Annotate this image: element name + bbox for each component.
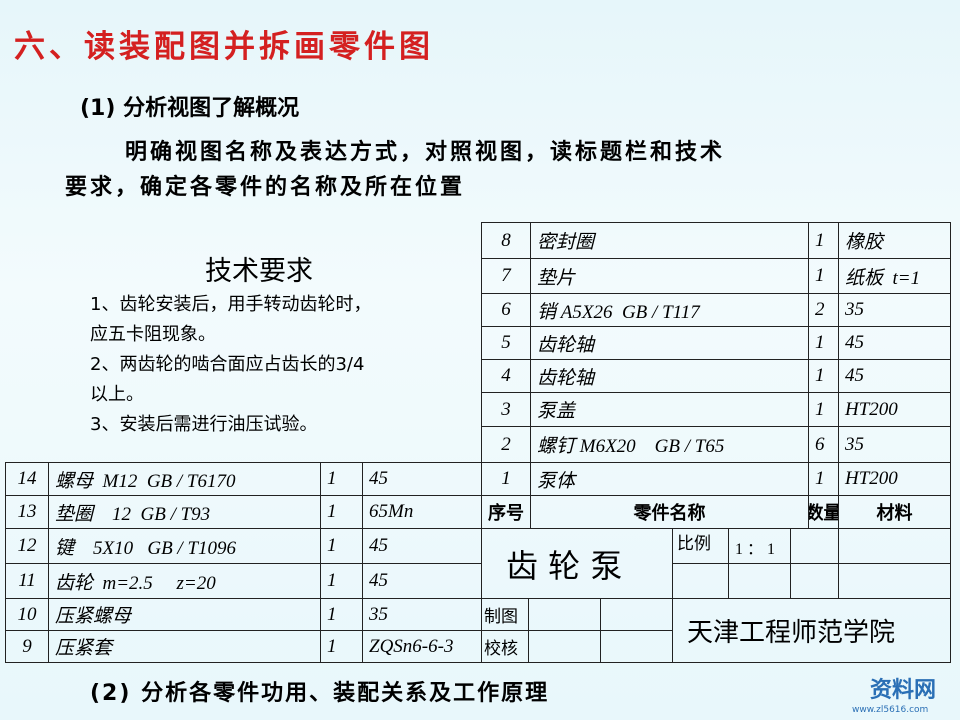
table-cell: 齿轮轴 [530,359,809,393]
table-cell: 螺钉 M6X20 GB / T65 [530,426,809,463]
table-cell [838,563,951,599]
paragraph-line: 明确视图名称及表达方式，对照视图，读标题栏和技术 [125,140,726,165]
table-cell: 制图 [481,598,529,631]
table-cell: 齿 轮 泵 [481,528,673,599]
table-cell: 1 [320,495,363,529]
table-cell: 65Mn [362,495,482,529]
table-cell: 11 [5,563,49,599]
tech-line: 3、安装后需进行油压试验。 [90,414,318,435]
table-cell: 泵体 [530,462,809,496]
table-cell: 4 [481,359,531,393]
table-cell: 1 [808,462,839,496]
table-cell: 泵盖 [530,392,809,427]
table-cell [790,563,839,599]
table-cell: 3 [481,392,531,427]
table-cell: 1 [320,630,363,663]
table-cell: 14 [5,462,49,496]
table-cell: 1 [320,563,363,599]
table-cell: HT200 [838,392,951,427]
table-cell [528,630,601,663]
table-cell: 数量 [808,495,839,529]
table-cell: 1 [808,222,839,259]
table-cell: 6 [481,293,531,327]
table-cell: 校核 [481,630,529,663]
table-cell: 8 [481,222,531,259]
table-cell: 45 [362,462,482,496]
heading: (2) 分析各零件功用、装配关系及工作原理 [90,681,550,706]
table-cell: 45 [838,359,951,393]
table-cell: 螺母 M12 GB / T6170 [48,462,321,496]
table-cell: 35 [838,293,951,327]
table-cell: 1 [808,392,839,427]
table-cell [838,528,951,564]
paragraph-line: 要求，确定各零件的名称及所在位置 [65,175,466,200]
table-cell: 1 [808,258,839,294]
table-cell [728,563,791,599]
table-cell: 1 [808,326,839,360]
table-cell: 压紧螺母 [48,598,321,631]
table-cell: 35 [362,598,482,631]
table-cell: 齿轮 m=2.5 z=20 [48,563,321,599]
table-cell: 键 5X10 GB / T1096 [48,528,321,564]
table-cell: 序号 [481,495,531,529]
table-cell: 1 [320,528,363,564]
table-cell: 45 [838,326,951,360]
table-cell: 2 [808,293,839,327]
table-cell: 1 [320,462,363,496]
tech-line: 2、两齿轮的啮合面应占齿长的3/4 [90,354,365,375]
watermark: 资料网 [870,678,937,703]
table-cell: 45 [362,528,482,564]
table-cell: 12 [5,528,49,564]
heading: (1) 分析视图了解概况 [80,96,300,121]
table-cell: 天津工程师范学院 [672,598,951,663]
table-cell [672,563,729,599]
table-cell: 零件名称 [530,495,809,529]
table-cell: 45 [362,563,482,599]
table-cell: 销 A5X26 GB / T117 [530,293,809,327]
table-cell: 6 [808,426,839,463]
table-cell: 密封圈 [530,222,809,259]
table-cell [528,598,601,631]
table-cell: 垫片 [530,258,809,294]
table-cell: 1 [320,598,363,631]
table-cell: 橡胶 [838,222,951,259]
table-cell: 材料 [838,495,951,529]
table-cell: 1 [808,359,839,393]
table-cell: 压紧套 [48,630,321,663]
table-cell: 1 ： 1 [728,528,791,564]
watermark-url: www.zl5616.com [852,705,929,715]
table-cell [600,630,673,663]
table-cell: 35 [838,426,951,463]
table-cell: ZQSn6-6-3 [362,630,482,663]
table-cell: 13 [5,495,49,529]
table-cell: 比例 [672,528,729,564]
table-cell [600,598,673,631]
table-cell: 1 [481,462,531,496]
tech-title: 技术要求 [205,256,313,287]
title: 六、读装配图并拆画零件图 [14,29,434,65]
table-cell: 7 [481,258,531,294]
table-cell: 5 [481,326,531,360]
table-cell: 9 [5,630,49,663]
table-cell: HT200 [838,462,951,496]
table-cell: 2 [481,426,531,463]
table-cell: 10 [5,598,49,631]
table-cell: 纸板 t=1 [838,258,951,294]
tech-line: 应五卡阻现象。 [90,324,216,345]
tech-line: 1、齿轮安装后，用手转动齿轮时， [90,294,372,315]
table-cell [790,528,839,564]
table-cell: 垫圈 12 GB / T93 [48,495,321,529]
tech-line: 以上。 [90,384,144,405]
table-cell: 齿轮轴 [530,326,809,360]
